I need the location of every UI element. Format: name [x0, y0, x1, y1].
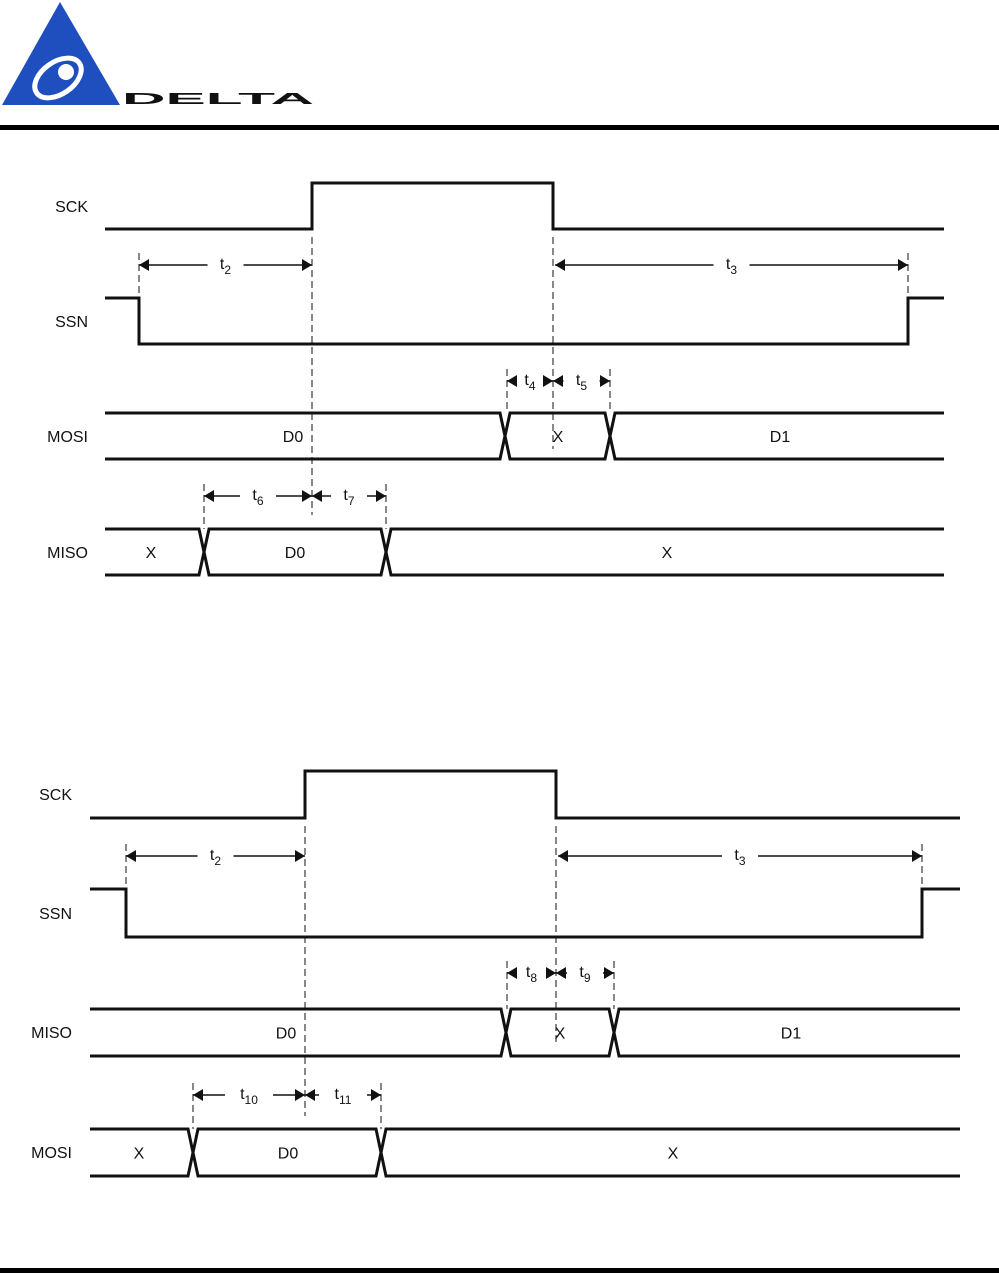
timing-t11-label: t11	[335, 1086, 352, 1107]
bus-miso-value: X	[146, 545, 157, 562]
arrow-right-icon	[898, 259, 908, 271]
arrow-left-icon	[553, 375, 563, 387]
arrow-left-icon	[305, 1089, 315, 1101]
bus-miso-value: D0	[276, 1026, 297, 1043]
arrow-right-icon	[604, 967, 614, 979]
sck-waveform	[90, 769, 960, 820]
signal-label-miso: MISO	[47, 545, 88, 562]
arrow-right-icon	[302, 490, 312, 502]
arrow-right-icon	[371, 1089, 381, 1101]
arrow-right-icon	[546, 967, 556, 979]
arrow-left-icon	[126, 850, 136, 862]
timing-t10-label: t10	[240, 1086, 258, 1107]
bus-mosi-edge-top	[105, 411, 507, 437]
timing-t9-label: t9	[579, 964, 590, 985]
bus-mosi-value: X	[553, 429, 564, 446]
arrow-right-icon	[376, 490, 386, 502]
bus-miso-value: D1	[781, 1026, 802, 1043]
signal-label-sck: SCK	[39, 787, 72, 804]
bus-mosi-edge-bottom	[503, 435, 612, 461]
timing-t5-label: t5	[576, 372, 587, 393]
bus-miso-edge-top	[105, 527, 206, 553]
bus-miso-edge-top	[90, 1007, 508, 1033]
signal-label-ssn: SSN	[55, 314, 88, 331]
bus-mosi-value: X	[668, 1146, 679, 1163]
bus-miso-edge-top	[612, 1007, 960, 1033]
bus-miso-value: D0	[285, 545, 306, 562]
bus-miso-edge-bottom	[504, 1032, 616, 1058]
timing-t6-label: t6	[252, 487, 263, 508]
arrow-left-icon	[193, 1089, 203, 1101]
bus-miso-value: X	[662, 545, 673, 562]
arrow-left-icon	[204, 490, 214, 502]
bus-miso-value: X	[555, 1026, 566, 1043]
timing-t3-label: t3	[734, 847, 745, 868]
footer-rule	[0, 1268, 999, 1273]
bus-mosi-edge-bottom	[105, 435, 507, 461]
timing-t2-label: t2	[220, 256, 231, 277]
timing-t8-label: t8	[526, 964, 537, 985]
signal-label-mosi: MOSI	[47, 429, 88, 446]
arrow-right-icon	[295, 1089, 305, 1101]
arrow-left-icon	[507, 967, 517, 979]
arrow-left-icon	[139, 259, 149, 271]
bus-mosi-value: D0	[283, 429, 304, 446]
arrow-right-icon	[295, 850, 305, 862]
bus-mosi-edge-top	[379, 1127, 960, 1153]
bus-mosi-edge-bottom	[379, 1152, 960, 1178]
svg-text:DELTA: DELTA	[122, 91, 316, 108]
ssn-waveform	[90, 887, 960, 939]
arrow-left-icon	[507, 375, 517, 387]
arrow-left-icon	[555, 259, 565, 271]
header-rule	[0, 125, 999, 130]
bus-mosi-edge-top	[191, 1127, 383, 1153]
bus-miso-edge-bottom	[90, 1032, 508, 1058]
signal-label-sck: SCK	[55, 199, 88, 216]
bus-mosi-edge-bottom	[191, 1152, 383, 1178]
arrow-left-icon	[556, 967, 566, 979]
arrow-left-icon	[312, 490, 322, 502]
sck-waveform	[105, 181, 944, 231]
signal-label-ssn: SSN	[39, 906, 72, 923]
delta-logo: DELTA	[2, 2, 316, 108]
bus-mosi-value: X	[134, 1146, 145, 1163]
bus-miso-edge-bottom	[105, 551, 206, 577]
bus-miso-edge-bottom	[384, 551, 944, 577]
bus-mosi-edge-top	[90, 1127, 195, 1153]
timing-t2-label: t2	[210, 847, 221, 868]
bus-mosi-edge-bottom	[90, 1152, 195, 1178]
arrow-right-icon	[600, 375, 610, 387]
bus-mosi-edge-bottom	[608, 435, 944, 461]
arrow-right-icon	[302, 259, 312, 271]
bus-mosi-value: D0	[278, 1146, 299, 1163]
ssn-waveform	[105, 296, 944, 346]
arrow-right-icon	[543, 375, 553, 387]
timing-t4-label: t4	[524, 372, 535, 393]
timing-t3-label: t3	[726, 256, 737, 277]
bus-miso-edge-bottom	[202, 551, 388, 577]
bus-miso-edge-bottom	[612, 1032, 960, 1058]
bus-miso-edge-top	[384, 527, 944, 553]
bus-mosi-edge-top	[503, 411, 612, 437]
arrow-left-icon	[558, 850, 568, 862]
signal-label-miso: MISO	[31, 1025, 72, 1042]
bus-miso-edge-top	[202, 527, 388, 553]
arrow-right-icon	[912, 850, 922, 862]
timing-t7-label: t7	[343, 487, 354, 508]
bus-miso-edge-top	[504, 1007, 616, 1033]
signal-label-mosi: MOSI	[31, 1145, 72, 1162]
bus-mosi-edge-top	[608, 411, 944, 437]
bus-mosi-value: D1	[770, 429, 791, 446]
